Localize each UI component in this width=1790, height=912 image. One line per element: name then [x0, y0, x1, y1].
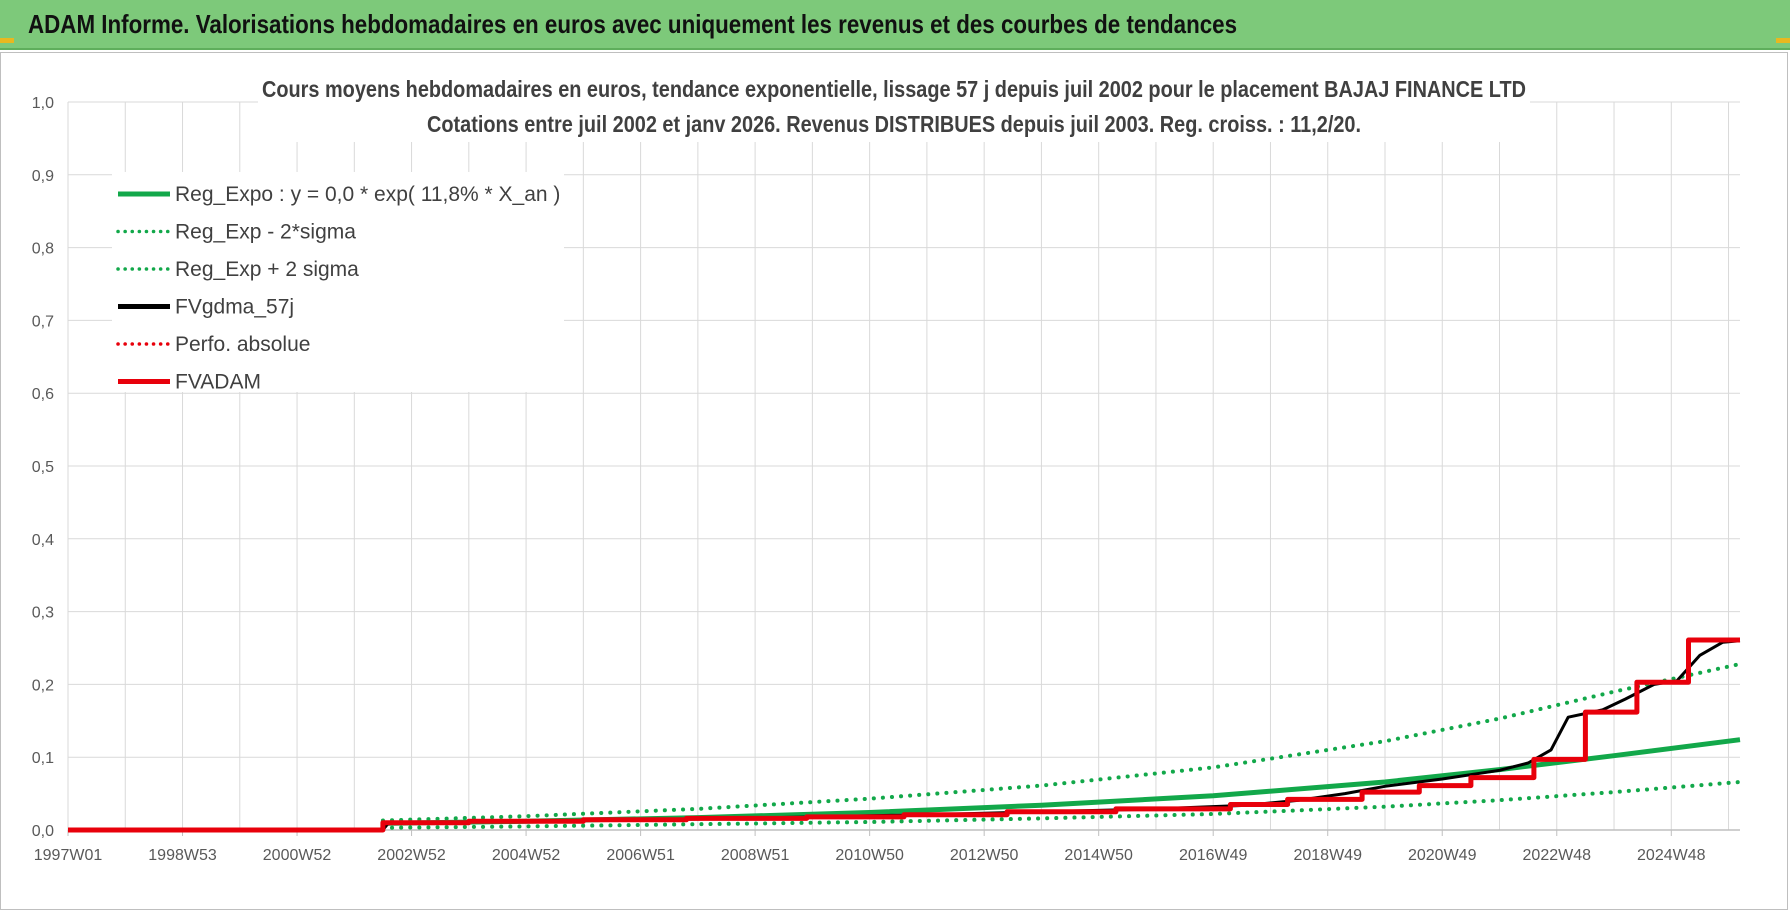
y-tick-label: 0,6 [32, 386, 54, 403]
y-tick-label: 0,0 [32, 823, 54, 840]
y-tick-label: 0,4 [32, 532, 54, 549]
x-tick-label: 2012W50 [950, 847, 1019, 864]
y-tick-label: 0,8 [32, 241, 54, 258]
legend-label: Reg_Exp + 2 sigma [175, 258, 359, 281]
chart-series [68, 637, 1742, 833]
series-fvgdma-57j-line [68, 639, 1741, 832]
y-tick-label: 0,7 [32, 313, 54, 330]
x-tick-label: 2002W52 [377, 847, 446, 864]
legend-label: FVgdma_57j [175, 296, 294, 319]
series-fvadam-line [68, 637, 1740, 833]
x-tick-label: 2020W49 [1408, 847, 1477, 864]
y-tick-label: 1,0 [32, 95, 54, 112]
x-axis-labels: 1997W01 1998W53 2000W52 2002W52 2004W52 2006W… [34, 847, 1706, 864]
x-tick-label: 2008W51 [721, 847, 790, 864]
series-reg-exp-2-sigma-line [380, 780, 1742, 830]
corner-marker-left [0, 38, 14, 43]
y-tick-label: 0,2 [32, 677, 54, 694]
y-tick-label: 0,1 [32, 750, 54, 767]
chart-frame [0, 52, 1788, 910]
x-tick-label: 2000W52 [263, 847, 332, 864]
x-tick-label: 2006W51 [606, 847, 675, 864]
series-reg-exp-2-sigma-line [380, 662, 1742, 823]
y-tick-label: 0,3 [32, 605, 54, 622]
y-tick-label: 0,9 [32, 168, 54, 185]
x-tick-label: 2024W48 [1637, 847, 1706, 864]
x-tick-label: 1998W53 [148, 847, 217, 864]
x-tick-label: 2016W49 [1179, 847, 1248, 864]
y-tick-label: 0,5 [32, 459, 54, 476]
x-tick-label: 2022W48 [1523, 847, 1592, 864]
chart-title: Cours moyens hebdomadaires en euros, ten… [258, 72, 1530, 142]
chart-legend: Reg_Expo : y = 0,0 * exp( 11,8% * X_an )… [112, 172, 564, 394]
x-tick-label: 2018W49 [1293, 847, 1362, 864]
x-tick-label: 2004W52 [492, 847, 561, 864]
legend-label: Perfo. absolue [175, 333, 310, 356]
x-tick-label: 1997W01 [34, 847, 103, 864]
chart-title-line1: Cours moyens hebdomadaires en euros, ten… [262, 76, 1526, 102]
chart-title-line2: Cotations entre juil 2002 et janv 2026. … [427, 111, 1361, 137]
legend-label: Reg_Exp - 2*sigma [175, 221, 356, 244]
x-tick-label: 2014W50 [1064, 847, 1133, 864]
x-tick-label: 2010W50 [835, 847, 904, 864]
report-title: ADAM Informe. Valorisations hebdomadaire… [28, 9, 1238, 39]
y-axis-labels: 0,0 0,1 0,2 0,3 0,4 0,5 0,6 0,7 0,8 0,9 1,0 [32, 95, 54, 840]
corner-marker-right [1776, 38, 1790, 43]
legend-label: Reg_Expo : y = 0,0 * exp( 11,8% * X_an ) [175, 183, 560, 206]
legend-label: FVADAM [175, 371, 261, 394]
report-banner: ADAM Informe. Valorisations hebdomadaire… [0, 0, 1790, 50]
